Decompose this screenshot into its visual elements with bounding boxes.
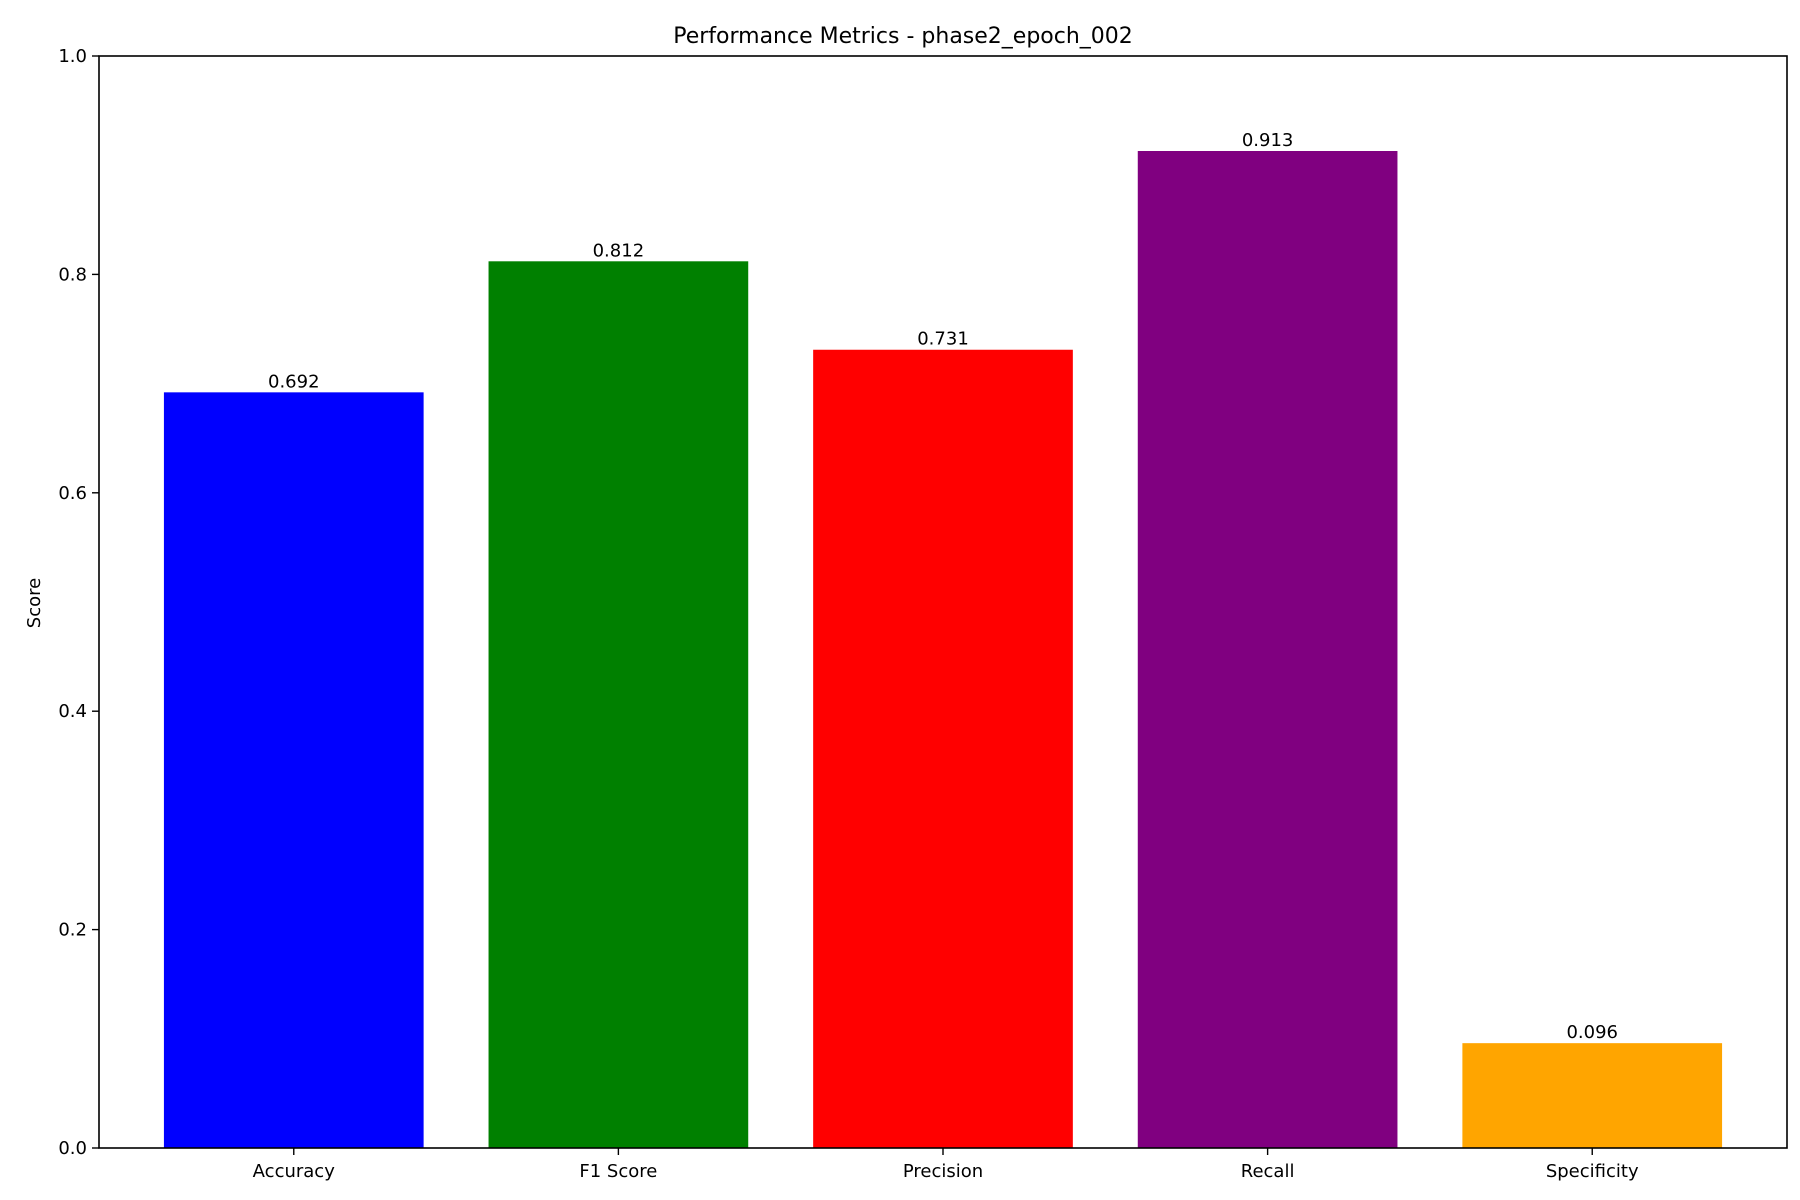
y-tick-label: 0.2 <box>58 920 87 941</box>
value-label-f1-score: 0.812 <box>593 240 645 261</box>
chart-title: Performance Metrics - phase2_epoch_002 <box>673 24 1133 49</box>
value-label-precision: 0.731 <box>917 329 969 350</box>
x-tick-label-specificity: Specificity <box>1546 1161 1639 1182</box>
x-tick-label-accuracy: Accuracy <box>253 1161 336 1182</box>
bar-f1-score <box>488 261 749 1148</box>
x-ticks-layer: Accuracy F1 Score Precision Recall Specifici… <box>253 1148 1639 1182</box>
y-tick-label: 0.4 <box>58 701 87 722</box>
bar-recall <box>1137 151 1398 1148</box>
bar-accuracy <box>163 392 424 1148</box>
y-tick-label: 0.8 <box>58 264 87 285</box>
y-ticks-layer: 0.0 0.2 0.4 0.6 0.8 1.0 <box>58 46 99 1159</box>
value-label-recall: 0.913 <box>1242 130 1294 151</box>
y-tick-label: 1.0 <box>58 46 87 67</box>
y-axis-label: Score <box>24 578 45 628</box>
y-tick-label: 0.6 <box>58 483 87 504</box>
x-tick-label-f1-score: F1 Score <box>579 1161 657 1182</box>
bars-layer <box>163 151 1723 1148</box>
value-labels-layer: 0.692 0.812 0.731 0.913 0.096 <box>268 130 1618 1043</box>
bar-precision <box>813 349 1073 1148</box>
plot-frame <box>98 55 1788 1149</box>
value-label-specificity: 0.096 <box>1566 1022 1618 1043</box>
y-tick-label: 0.0 <box>58 1138 87 1159</box>
x-tick-label-recall: Recall <box>1241 1161 1295 1182</box>
bar-specificity <box>1462 1043 1723 1148</box>
x-tick-label-precision: Precision <box>903 1161 983 1182</box>
value-label-accuracy: 0.692 <box>268 371 320 392</box>
